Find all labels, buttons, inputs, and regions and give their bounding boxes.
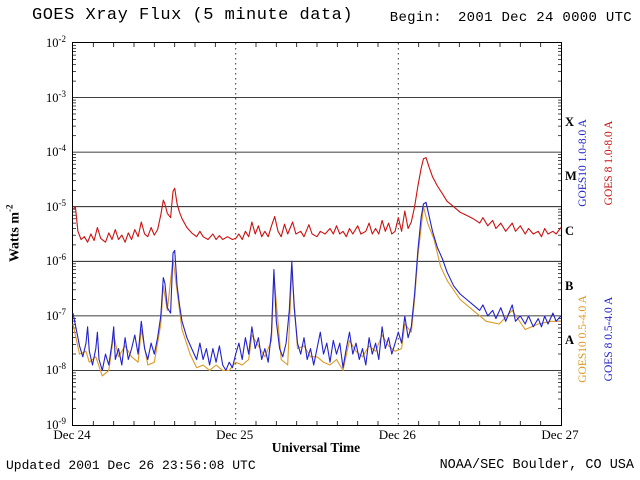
flare-class-label: X (565, 114, 575, 129)
updated-timestamp: Updated 2001 Dec 26 23:56:08 UTC (6, 458, 256, 473)
begin-label: Begin: (389, 10, 442, 26)
series-line-goes-8-1-0-8-0-a (72, 157, 562, 243)
y-tick-label: 10-2 (46, 34, 66, 51)
legend-label: GOES10 1.0-8.0 A (577, 119, 589, 207)
x-axis-title: Universal Time (271, 440, 361, 455)
series-line-goes10-0-5-4-0-a (72, 206, 561, 377)
y-tick-label: 10-8 (46, 361, 66, 378)
x-tick-label: Dec 27 (541, 427, 579, 442)
plot-title: GOES Xray Flux (5 minute data) (32, 6, 354, 25)
flare-class-label: A (565, 333, 575, 348)
legend-label: GOES10 0.5-4.0 A (577, 295, 589, 383)
y-tick-label: 10-9 (46, 416, 66, 433)
begin-time-block: Begin: 2001 Dec 24 0000 UTC (390, 10, 632, 26)
y-tick-label: 10-5 (46, 197, 66, 214)
x-tick-label: Dec 24 (53, 427, 91, 442)
flare-class-label: B (565, 278, 574, 293)
x-tick-label: Dec 25 (216, 427, 254, 442)
flare-class-label: C (565, 224, 575, 238)
x-tick-label: Dec 26 (378, 427, 416, 442)
y-tick-label: 10-6 (46, 252, 66, 269)
begin-value: 2001 Dec 24 0000 UTC (457, 10, 632, 26)
series-line-goes-8-0-5-4-0-a (72, 201, 562, 371)
y-tick-label: 10-3 (46, 88, 66, 105)
y-tick-label: 10-7 (46, 306, 66, 323)
credit-text: NOAA/SEC Boulder, CO USA (439, 458, 634, 473)
plot-area (72, 42, 562, 426)
legend-label: GOES 8 0.5-4.0 A (603, 296, 615, 382)
chart-canvas (72, 43, 562, 425)
legend-label: GOES 8 1.0-8.0 A (603, 120, 615, 206)
y-axis-title: Watts m-2 (4, 204, 23, 263)
y-tick-label: 10-4 (46, 143, 66, 160)
flare-class-label: M (565, 169, 577, 184)
